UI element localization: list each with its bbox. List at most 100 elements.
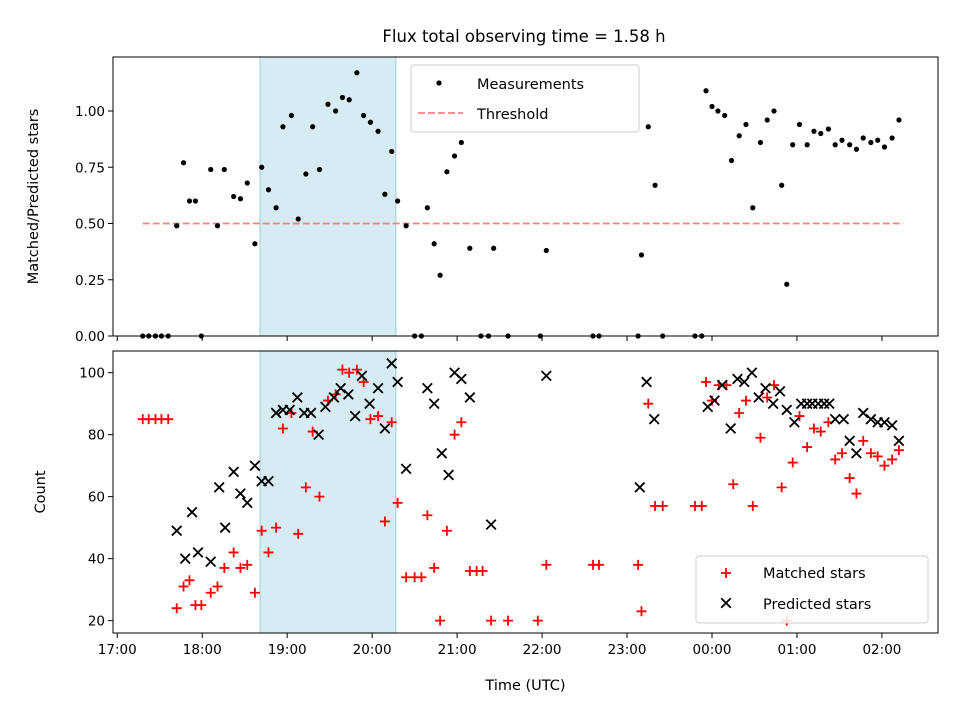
- legend-box: [695, 555, 929, 624]
- matched-star-point: [802, 442, 813, 453]
- matched-star-point: [740, 395, 751, 406]
- predicted-star-point: [767, 398, 779, 410]
- measurement-point: [389, 148, 395, 155]
- predicted-star-point: [781, 404, 793, 416]
- matched-star-point: [851, 488, 862, 499]
- measurement-point: [779, 182, 785, 188]
- predicted-star-point: [838, 413, 850, 425]
- matched-star-point: [392, 497, 403, 508]
- predicted-star-point: [313, 429, 325, 441]
- measurement-point: [875, 137, 881, 143]
- matched-star-point: [171, 603, 182, 614]
- predicted-star-point: [485, 519, 497, 530]
- measurement-point: [424, 205, 430, 211]
- predicted-star-point: [746, 367, 758, 379]
- matched-star-point: [657, 500, 668, 511]
- measurement-point: [431, 241, 437, 247]
- measurement-point: [273, 205, 279, 211]
- matched-star-point: [196, 600, 207, 611]
- predicted-star-point: [634, 481, 646, 493]
- measurement-point: [395, 198, 401, 204]
- matched-star-point: [205, 587, 216, 598]
- matched-star-point: [422, 510, 433, 521]
- measurement-point: [796, 121, 803, 128]
- predicted-star-point: [372, 382, 384, 394]
- measurement-point: [333, 108, 339, 114]
- measurement-point: [722, 112, 728, 119]
- measurement-point: [750, 205, 756, 211]
- predicted-star-point: [228, 466, 240, 478]
- predicted-star-point: [455, 373, 467, 385]
- predicted-star-point: [464, 392, 476, 403]
- matched-star-point: [286, 407, 297, 418]
- matched-star-point: [728, 479, 739, 490]
- legend-label-measurements: Measurements: [477, 77, 584, 93]
- predicted-star-point: [235, 488, 246, 499]
- matched-star-point: [178, 581, 189, 592]
- predicted-star-point: [364, 398, 376, 410]
- legend-marker-measurements: [436, 80, 442, 86]
- predicted-star-point: [392, 376, 404, 388]
- measurement-point: [825, 126, 831, 132]
- measurement-point: [896, 117, 902, 123]
- x-tick-label: 23:00: [608, 642, 647, 658]
- predicted-star-point: [865, 413, 877, 425]
- matched-star-point: [643, 398, 654, 409]
- predicted-star-point: [428, 398, 440, 410]
- bottom-axes-frame: [112, 350, 939, 634]
- matched-star-point: [477, 566, 488, 577]
- measurement-point: [221, 166, 227, 173]
- measurement-point: [709, 103, 715, 110]
- predicted-star-point: [319, 401, 331, 413]
- matched-star-point: [449, 429, 460, 440]
- x-axis-label: Time (UTC): [484, 678, 565, 694]
- matched-star-point: [696, 500, 707, 511]
- matched-star-point: [300, 482, 311, 493]
- measurement-point: [361, 112, 367, 119]
- predicted-star-point: [349, 410, 361, 422]
- predicted-star-point: [400, 463, 412, 475]
- highlight-span: [259, 350, 397, 634]
- x-tick-label: 02:00: [862, 642, 901, 658]
- matched-star-point: [314, 491, 325, 502]
- matched-star-point: [401, 572, 412, 583]
- y-tick-label: 60: [88, 490, 105, 506]
- y-tick-label: 0.50: [75, 217, 105, 233]
- measurement-point: [853, 146, 860, 152]
- matched-star-point: [865, 448, 876, 459]
- measurement-point: [403, 223, 409, 229]
- measurement-point: [790, 142, 796, 148]
- measurement-point: [804, 142, 810, 148]
- predicted-star-point: [753, 392, 765, 403]
- matched-star-point: [219, 562, 230, 573]
- measurement-point: [214, 223, 221, 229]
- predicted-star-point: [709, 395, 720, 407]
- predicted-star-point: [284, 404, 296, 416]
- matched-star-point: [872, 451, 883, 462]
- predicted-star-point: [879, 416, 890, 428]
- measurement-point: [192, 198, 199, 204]
- measurement-point: [252, 241, 258, 247]
- measurement-point: [437, 272, 443, 278]
- matched-star-point: [503, 615, 514, 626]
- predicted-star-point: [844, 435, 856, 447]
- matched-star-point: [794, 411, 805, 422]
- y-axis-label: Count: [33, 470, 49, 513]
- measurement-point: [367, 119, 374, 125]
- matched-star-point: [830, 454, 841, 465]
- predicted-star-point: [443, 469, 455, 481]
- measurement-point: [288, 112, 295, 119]
- measurement-point: [280, 124, 286, 130]
- predicted-star-point: [641, 376, 653, 388]
- measurement-point: [638, 252, 645, 258]
- measurement-point: [244, 180, 250, 186]
- top-axes-frame: [112, 56, 939, 337]
- legend-marker-matched: [721, 568, 731, 578]
- legend-marker-predicted: [720, 597, 732, 609]
- x-tick-label: 17:00: [98, 642, 137, 658]
- matched-star-point: [769, 380, 780, 391]
- y-tick-label: 1.00: [75, 104, 105, 120]
- matched-star-point: [593, 559, 604, 570]
- x-tick-label: 22:00: [523, 642, 562, 658]
